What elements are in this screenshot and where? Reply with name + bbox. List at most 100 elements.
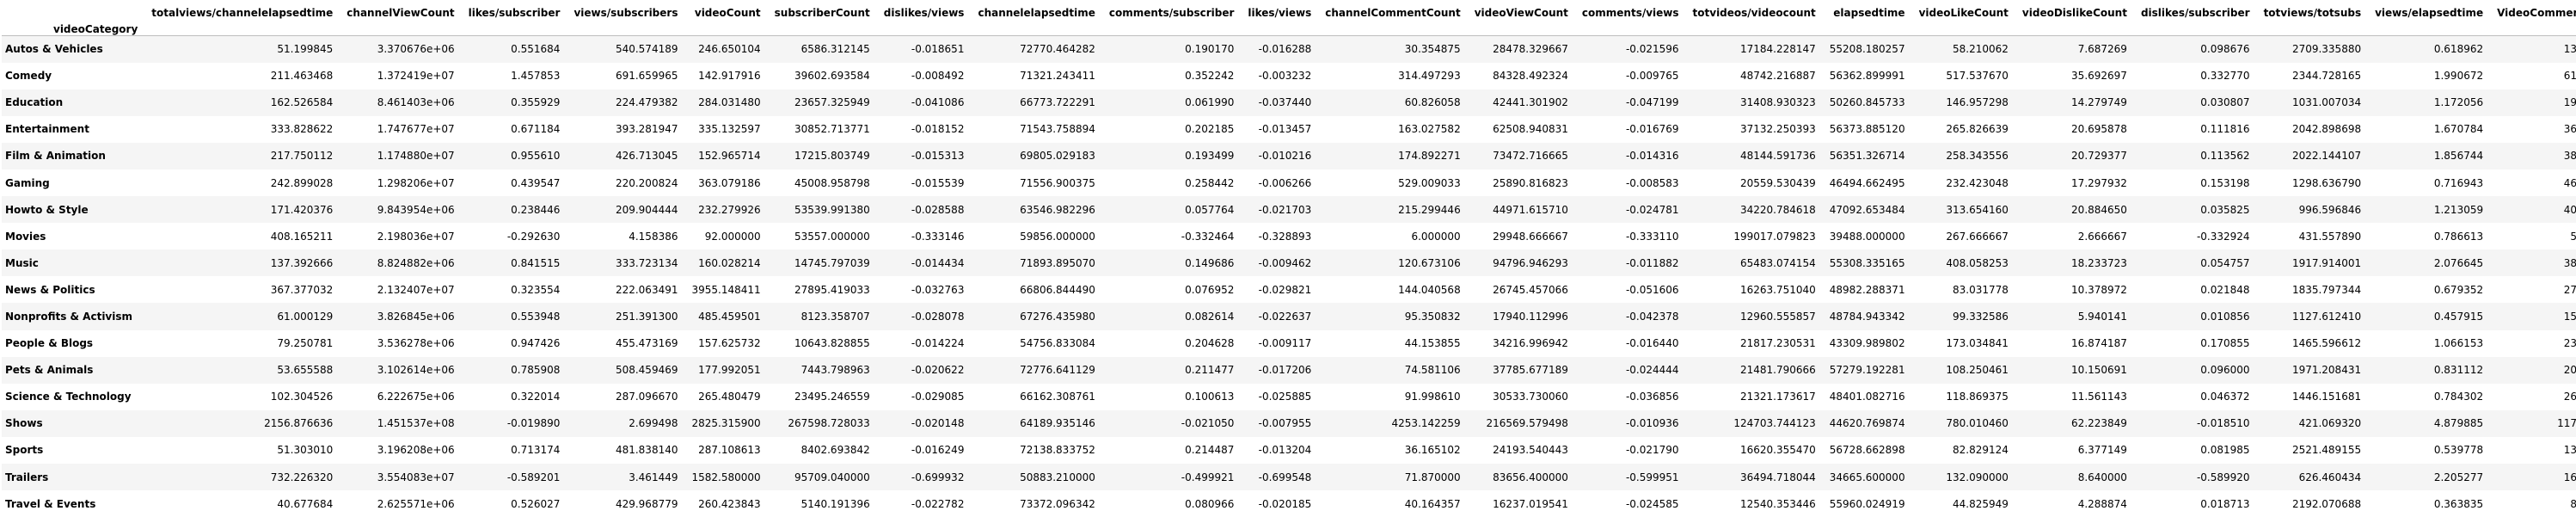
table-cell: 152.965714: [686, 143, 769, 169]
table-cell: 367.377032: [146, 276, 341, 303]
table-cell: 0.355929: [463, 89, 569, 116]
table-cell: 5140.191396: [770, 490, 879, 517]
table-cell: 20.884650: [2017, 196, 2136, 223]
table-cell: -0.020622: [879, 357, 973, 384]
table-cell: 481.838140: [568, 437, 686, 464]
table-cell: 0.046372: [2136, 384, 2259, 410]
row-index-label: Entertainment: [2, 116, 146, 143]
table-cell: 2344.728165: [2259, 63, 2371, 89]
table-cell: 0.204628: [1104, 330, 1243, 357]
row-index-label: Trailers: [2, 464, 146, 490]
column-header: totalviews/channelelapsedtime: [146, 0, 341, 19]
table-cell: 50883.210000: [972, 464, 1103, 490]
table-cell: 217.750112: [146, 143, 341, 169]
table-cell: 0.111816: [2136, 116, 2259, 143]
table-cell: 1917.914001: [2259, 249, 2371, 276]
table-cell: 71893.895070: [972, 249, 1103, 276]
row-index-label: Sports: [2, 437, 146, 464]
table-cell: 82.829124: [1914, 437, 2017, 464]
table-cell: -0.006266: [1242, 169, 1320, 196]
table-cell: 26745.457066: [1469, 276, 1577, 303]
table-cell: -0.014224: [879, 330, 973, 357]
table-cell: 13.828714: [2492, 36, 2576, 63]
table-cell: 0.170855: [2136, 330, 2259, 357]
table-cell: 0.238446: [463, 196, 569, 223]
table-cell: 287.108613: [686, 437, 769, 464]
table-cell: 2521.489155: [2259, 437, 2371, 464]
table-cell: 177.992051: [686, 357, 769, 384]
table-cell: 0.332770: [2136, 63, 2259, 89]
table-cell: 363.079186: [686, 169, 769, 196]
table-cell: 51.199845: [146, 36, 341, 63]
table-cell: 8402.693842: [770, 437, 879, 464]
table-cell: 0.153198: [2136, 169, 2259, 196]
table-cell: 421.069320: [2259, 410, 2371, 437]
table-cell: 171.420376: [146, 196, 341, 223]
table-cell: 3.536278e+06: [341, 330, 463, 357]
table-cell: 21321.173617: [1688, 384, 1825, 410]
row-index-label: Comedy: [2, 63, 146, 89]
table-cell: 124703.744123: [1688, 410, 1825, 437]
table-cell: 38.212894: [2492, 249, 2576, 276]
table-cell: -0.699932: [879, 464, 973, 490]
table-cell: 0.323554: [463, 276, 569, 303]
table-cell: 162.526584: [146, 89, 341, 116]
table-cell: 242.899028: [146, 169, 341, 196]
table-cell: 2022.144107: [2259, 143, 2371, 169]
table-cell: 56728.662898: [1825, 437, 1914, 464]
table-cell: 222.063491: [568, 276, 686, 303]
table-cell: 8123.358707: [770, 303, 879, 329]
table-cell: -0.011882: [1577, 249, 1688, 276]
table-cell: 72776.641129: [972, 357, 1103, 384]
table-cell: 0.018713: [2136, 490, 2259, 517]
table-cell: 0.030807: [2136, 89, 2259, 116]
table-cell: 251.391300: [568, 303, 686, 329]
column-header: channelCommentCount: [1320, 0, 1469, 19]
table-cell: 66162.308761: [972, 384, 1103, 410]
table-cell: 174.892271: [1320, 143, 1469, 169]
table-cell: 14745.797039: [770, 249, 879, 276]
table-cell: 0.539778: [2370, 437, 2492, 464]
table-cell: 265.480479: [686, 384, 769, 410]
row-index-label: Nonprofits & Activism: [2, 303, 146, 329]
row-index-label: Autos & Vehicles: [2, 36, 146, 63]
table-cell: 996.596846: [2259, 196, 2371, 223]
table-cell: 232.279926: [686, 196, 769, 223]
table-cell: 780.010460: [1914, 410, 2017, 437]
table-cell: 3.102614e+06: [341, 357, 463, 384]
table-cell: -0.020185: [1242, 490, 1320, 517]
table-cell: -0.021790: [1577, 437, 1688, 464]
table-cell: 2.666667: [2017, 223, 2136, 249]
table-cell: 0.096000: [2136, 357, 2259, 384]
table-cell: 71.870000: [1320, 464, 1469, 490]
table-cell: 44.825949: [1914, 490, 2017, 517]
table-cell: 1.372419e+07: [341, 63, 463, 89]
table-cell: 38.817574: [2492, 143, 2576, 169]
table-cell: 20.695878: [2017, 116, 2136, 143]
table-cell: 36.861103: [2492, 116, 2576, 143]
table-cell: 62508.940831: [1469, 116, 1577, 143]
table-cell: 6.222675e+06: [341, 384, 463, 410]
table-cell: 30.354875: [1320, 36, 1469, 63]
row-index-label: Gaming: [2, 169, 146, 196]
table-cell: 1971.208431: [2259, 357, 2371, 384]
table-cell: 55308.335165: [1825, 249, 1914, 276]
table-cell: 48401.082716: [1825, 384, 1914, 410]
table-cell: 71321.243411: [972, 63, 1103, 89]
table-cell: 65483.074154: [1688, 249, 1825, 276]
table-cell: 0.831112: [2370, 357, 2492, 384]
table-cell: 31408.930323: [1688, 89, 1825, 116]
table-cell: -0.009765: [1577, 63, 1688, 89]
table-cell: 99.332586: [1914, 303, 2017, 329]
table-cell: -0.032763: [879, 276, 973, 303]
table-cell: 118.869375: [1914, 384, 2017, 410]
table-cell: 57279.192281: [1825, 357, 1914, 384]
row-index-label: Music: [2, 249, 146, 276]
table-cell: -0.018510: [2136, 410, 2259, 437]
table-cell: 48982.288371: [1825, 276, 1914, 303]
table-cell: 11.561143: [2017, 384, 2136, 410]
